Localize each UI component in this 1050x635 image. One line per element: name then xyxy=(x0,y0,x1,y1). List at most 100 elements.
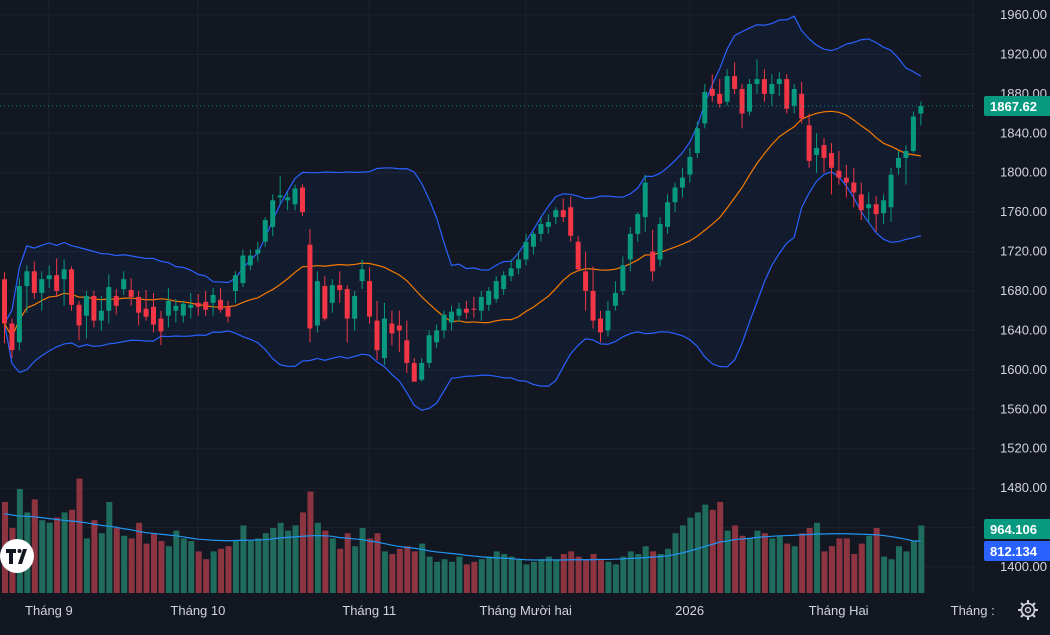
candle xyxy=(516,251,522,275)
price-tick-label: 1960.00 xyxy=(1000,7,1047,22)
candle xyxy=(851,167,857,208)
candle xyxy=(463,300,469,319)
volume-bar xyxy=(791,546,798,593)
candle xyxy=(873,196,879,232)
volume-bar xyxy=(218,548,225,593)
candle-body xyxy=(240,255,246,284)
candle-body xyxy=(486,291,492,305)
candle xyxy=(828,143,834,195)
time-tick-label: Tháng Mười hai xyxy=(480,603,572,618)
volume-bar xyxy=(270,528,277,593)
candle-body xyxy=(858,194,864,211)
price-tick-label: 1600.00 xyxy=(1000,362,1047,377)
volume-bar xyxy=(292,525,299,593)
candle-body xyxy=(769,84,775,94)
candle xyxy=(359,259,365,290)
candle-body xyxy=(806,125,812,161)
candle xyxy=(277,175,283,205)
volume-bar xyxy=(98,533,105,593)
candle xyxy=(389,310,395,346)
volume-bar xyxy=(896,546,902,593)
candle-body xyxy=(188,304,194,308)
candle-body xyxy=(195,302,201,307)
candle xyxy=(158,310,164,346)
volume-bar xyxy=(575,556,582,593)
volume-bar xyxy=(471,561,478,593)
candle xyxy=(381,302,387,365)
candle xyxy=(717,79,723,108)
candle xyxy=(76,300,82,341)
volume-bar xyxy=(635,554,642,593)
candle xyxy=(747,79,752,116)
volume-bar xyxy=(799,533,806,593)
candle-body xyxy=(128,290,134,297)
candle xyxy=(538,217,544,242)
candles[interactable] xyxy=(2,59,924,382)
candle-body xyxy=(530,233,536,247)
price-tick-label: 1400.00 xyxy=(1000,559,1047,574)
volume-bar xyxy=(493,551,500,593)
candle xyxy=(352,291,358,331)
candle xyxy=(143,290,149,321)
time-tick-label: 2026 xyxy=(675,603,704,618)
candle-body xyxy=(285,197,291,201)
candle-body xyxy=(419,362,425,380)
price-axis[interactable]: 1960.001920.001880.001840.001800.001760.… xyxy=(1000,7,1047,574)
candle-body xyxy=(39,279,45,293)
volume-bar xyxy=(732,525,739,593)
candle xyxy=(232,271,238,303)
volume-value-badge: 964.106 xyxy=(984,519,1050,539)
volume-bar xyxy=(851,554,858,593)
candle-body xyxy=(791,88,797,106)
candle xyxy=(240,249,246,288)
candle xyxy=(2,272,7,344)
volume-bar xyxy=(210,551,217,593)
candle xyxy=(694,121,700,158)
candle xyxy=(396,310,402,353)
volume-bar xyxy=(69,509,76,593)
candle xyxy=(441,310,447,339)
candle-body xyxy=(538,223,544,234)
candle xyxy=(650,229,656,282)
candle xyxy=(300,184,305,217)
candle-body xyxy=(650,251,656,272)
candle-body xyxy=(717,93,723,104)
candle-body xyxy=(866,204,872,209)
candle-body xyxy=(523,241,529,260)
volume-bar xyxy=(203,559,210,593)
candle xyxy=(858,182,864,221)
candle-body xyxy=(270,200,276,227)
candle xyxy=(16,278,22,351)
candle-body xyxy=(910,116,916,152)
time-axis[interactable]: Tháng 9 Tháng 10 Tháng 11 Tháng Mười hai 202… xyxy=(25,603,995,618)
candle-body xyxy=(583,271,589,291)
candle xyxy=(486,287,492,311)
volume-bar xyxy=(478,559,485,593)
time-tick-label: Tháng 11 xyxy=(342,603,396,618)
candle-body xyxy=(91,295,97,321)
tradingview-logo[interactable] xyxy=(0,539,34,573)
candle-body xyxy=(165,300,171,316)
candle-body xyxy=(389,323,395,334)
candle-body xyxy=(672,187,678,203)
candle-body xyxy=(374,320,380,351)
candle xyxy=(449,305,454,331)
candle-body xyxy=(679,177,685,188)
volume-bar xyxy=(530,561,537,593)
axis-value-labels: 1867.62 964.106 812.134 xyxy=(984,96,1050,561)
candle-body xyxy=(300,187,305,213)
volume-bar xyxy=(307,491,314,593)
candle xyxy=(501,271,507,295)
settings-gear-icon[interactable] xyxy=(1017,599,1039,621)
volume-bar xyxy=(225,546,232,593)
candle xyxy=(896,151,901,175)
candle xyxy=(285,192,291,211)
candle-body xyxy=(404,340,410,363)
candle-body xyxy=(687,156,693,175)
candle-body xyxy=(605,310,611,331)
candle-body xyxy=(352,295,358,319)
candle-body xyxy=(292,188,298,205)
candle xyxy=(344,285,350,343)
